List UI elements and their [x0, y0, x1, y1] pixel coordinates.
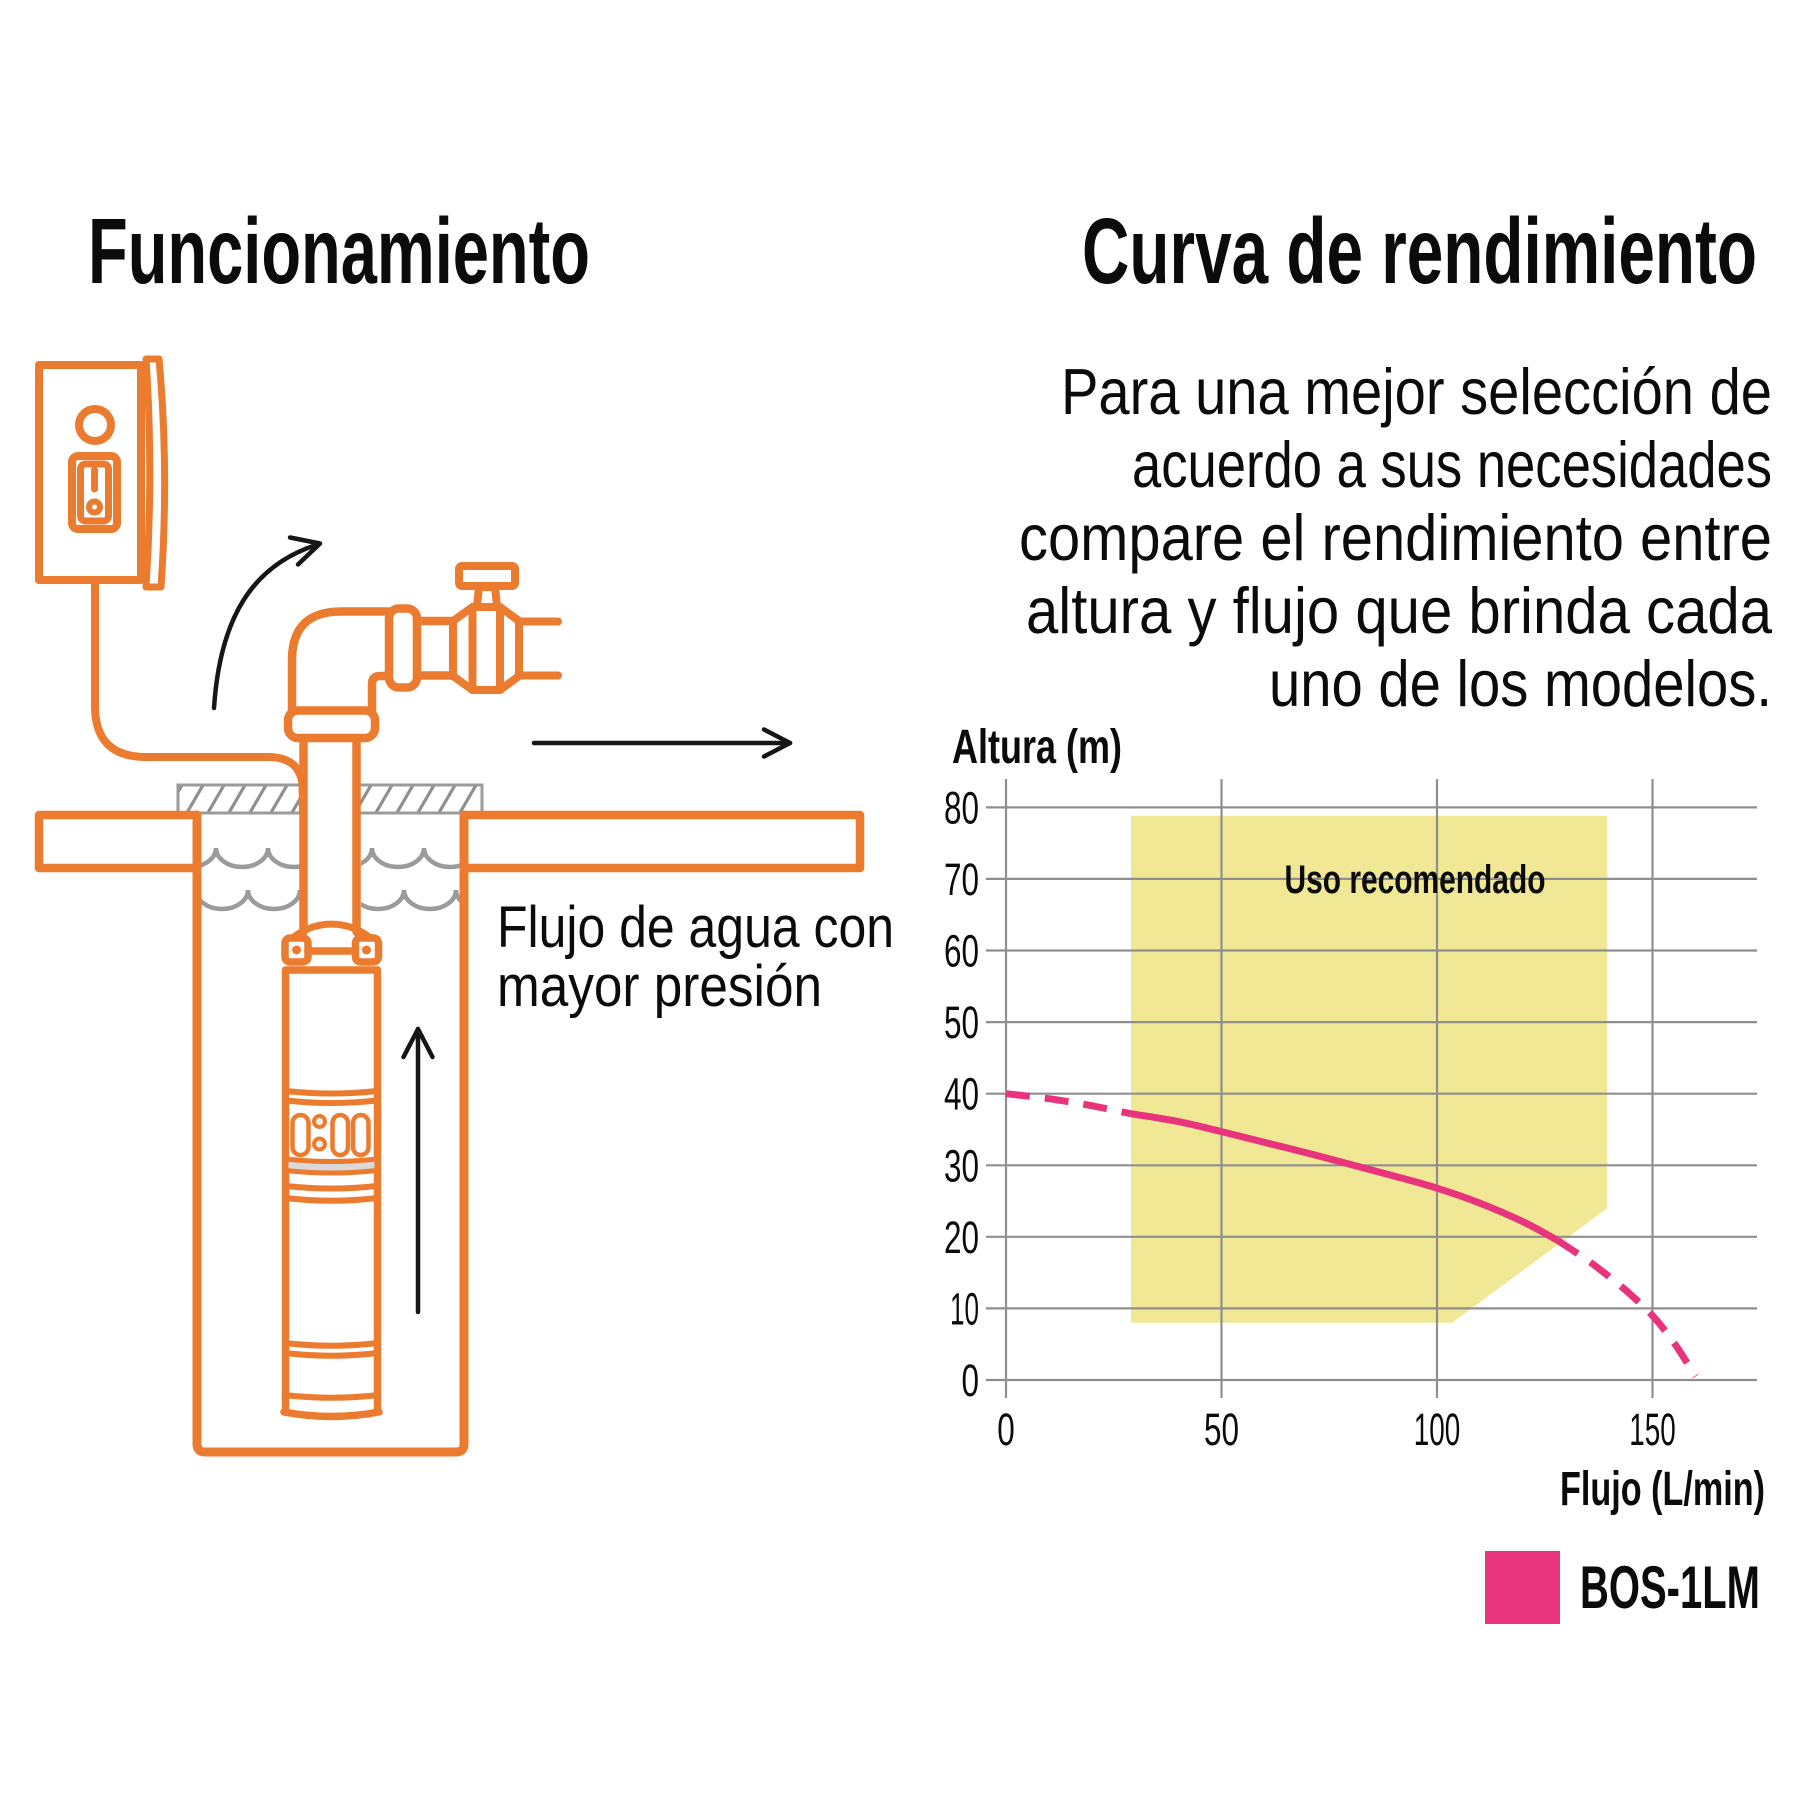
paragraph-line: Para una mejor selección de	[1061, 355, 1772, 428]
indicator-light-icon	[75, 405, 115, 445]
x-tick-label-0: 0	[997, 1404, 1015, 1455]
paragraph-line: compare el rendimiento entre	[1019, 501, 1772, 574]
legend-label: BOS-1LM	[1580, 1554, 1760, 1621]
performance-curve-BOS-1LM-dashed	[1005, 1090, 1132, 1118]
chart-legend: BOS-1LM	[1485, 1551, 1760, 1624]
recommended-use-region	[1131, 815, 1608, 1323]
caption-line-1: Flujo de agua con	[497, 895, 894, 960]
rendimiento-section: Curva de rendimiento Para una mejor sele…	[944, 199, 1773, 1624]
x-tick-label-100: 100	[1414, 1404, 1461, 1455]
performance-curve-BOS-1LM-dashed	[1555, 1237, 1699, 1379]
y-tick-label-30: 30	[944, 1140, 979, 1191]
y-axis-label: Altura (m)	[952, 721, 1122, 774]
well-seal-hatch	[176, 783, 484, 815]
performance-curve-BOS-1LM-solid	[1130, 1110, 1560, 1244]
pump-diagram: Flujo de agua con mayor presión	[34, 355, 894, 1457]
pipe-coupling-horizontal	[384, 604, 422, 692]
region-label: Uso recomendado	[1285, 858, 1546, 902]
y-tick-label-50: 50	[944, 997, 979, 1048]
paragraph-line: uno de los modelos.	[1269, 647, 1772, 720]
switch-box-side	[142, 355, 169, 591]
ground-slab	[34, 810, 865, 873]
y-tick-label-60: 60	[944, 926, 979, 977]
funcionamiento-section: Funcionamiento	[34, 199, 894, 1457]
well-walls	[192, 810, 469, 1457]
right-arrow-icon	[531, 727, 793, 759]
y-tick-label-20: 20	[944, 1212, 979, 1263]
curved-arrow-icon	[211, 535, 323, 711]
y-tick-label-70: 70	[944, 854, 979, 905]
power-wire	[91, 580, 307, 818]
caption-line-2: mayor presión	[497, 954, 822, 1019]
y-tick-label-80: 80	[944, 782, 979, 833]
intro-paragraph: Para una mejor selección de acuerdo a su…	[1019, 355, 1773, 720]
pump-ring-band	[283, 1156, 380, 1176]
flow-arrows	[211, 535, 793, 1315]
performance-chart: 0 10 20 30 40 50 60 70 80 0 50 100 150 Altura (m) Fl…	[944, 721, 1765, 1624]
left-section-title: Funcionamiento	[88, 199, 590, 303]
legend-swatch	[1485, 1551, 1560, 1624]
pipe-coupling-vertical	[283, 706, 380, 743]
valve-icon	[449, 562, 562, 694]
y-tick-label-10: 10	[950, 1283, 979, 1334]
pump-dome	[285, 920, 378, 945]
submersible-pump	[280, 920, 383, 1421]
y-tick-label-40: 40	[944, 1069, 979, 1120]
x-tick-label-50: 50	[1204, 1404, 1239, 1455]
discharge-pipe	[283, 604, 458, 937]
paragraph-line: acuerdo a sus necesidades	[1132, 428, 1772, 501]
up-arrow-icon	[401, 1026, 435, 1315]
x-axis-label: Flujo (L/min)	[1560, 1463, 1765, 1516]
water-waves-icon	[201, 845, 460, 912]
right-section-title: Curva de rendimiento	[1082, 199, 1757, 303]
switch-box	[35, 355, 169, 591]
pump-vents	[290, 1112, 371, 1158]
power-switch-icon	[68, 452, 121, 533]
x-tick-label-150: 150	[1629, 1404, 1676, 1455]
y-tick-label-0: 0	[962, 1355, 980, 1406]
paragraph-line: altura y flujo que brinda cada	[1026, 574, 1773, 647]
